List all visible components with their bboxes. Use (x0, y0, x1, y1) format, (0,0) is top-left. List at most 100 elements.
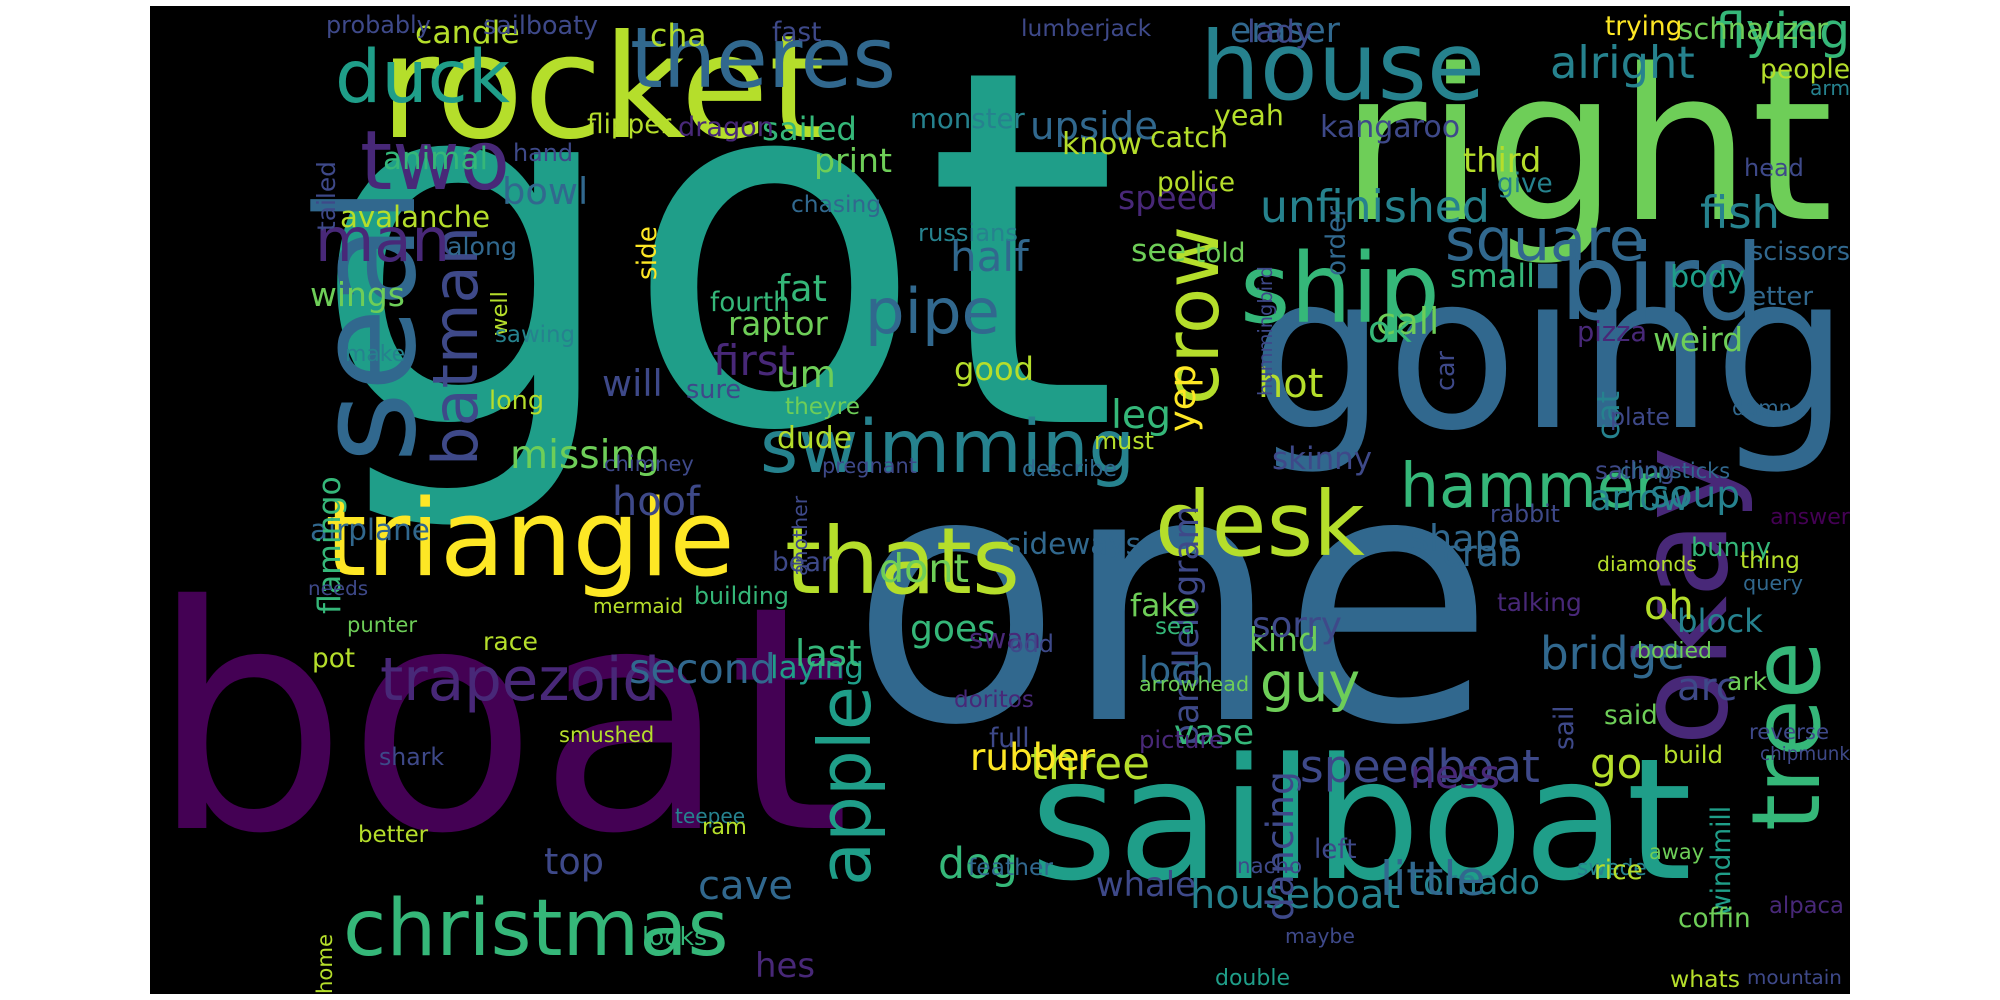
word-hot: hot (1258, 361, 1324, 407)
word-avalanche: avalanche (340, 200, 491, 234)
word-triangle: triangle (325, 477, 735, 601)
word-order: order (1322, 205, 1352, 276)
word-damn: damn (1732, 396, 1792, 420)
word-hes: hes (755, 946, 815, 985)
word-shark: shark (379, 743, 445, 771)
word-dancing: dancing (1258, 771, 1302, 921)
word-hammer: hammer (1400, 450, 1660, 522)
word-sorry: sorry (1252, 605, 1342, 646)
word-swede: swede (1577, 856, 1647, 881)
word-bridge: bridge (1540, 627, 1685, 680)
word-nacho: nacho (1237, 854, 1303, 879)
word-theres: theres (630, 9, 896, 107)
word-crab: crab (1442, 532, 1522, 575)
word-body: body (1670, 260, 1745, 295)
word-um: um (776, 352, 836, 396)
word-top: top (544, 840, 604, 883)
word-chopsticks: chopsticks (1620, 459, 1731, 483)
word-sideways: sideways (1006, 527, 1141, 561)
word-know: know (1062, 127, 1143, 162)
word-home: home (312, 933, 337, 994)
word-sawing: sawing (495, 322, 576, 348)
word-alright: alright (1550, 37, 1695, 89)
word-got: got (310, 6, 1119, 539)
word-trapezoid: trapezoid (380, 646, 661, 715)
word-thats: thats (785, 508, 1021, 615)
word-bodied: bodied (1637, 639, 1713, 664)
word-make: make (345, 342, 406, 367)
word-three: three (1030, 737, 1151, 790)
word-go: go (1590, 739, 1643, 788)
word-answer: answer (1770, 504, 1850, 530)
word-probably: probably (326, 11, 431, 39)
word-speed: speed (1118, 178, 1218, 217)
word-duck: duck (335, 35, 511, 120)
word-goes: goes (910, 608, 996, 650)
word-fake: fake (1130, 588, 1197, 624)
word-feather: feather (968, 853, 1053, 881)
word-flipper: flipper (587, 110, 672, 140)
word-left: left (1314, 835, 1357, 865)
word-going: going (1250, 228, 1850, 478)
word-dog: dog (938, 840, 1018, 889)
word-picture: picture (1139, 725, 1224, 754)
word-trying: trying (1605, 12, 1683, 42)
word-man: man (315, 206, 451, 276)
word-lady: lady (1247, 14, 1314, 50)
word-fat: fat (777, 267, 827, 310)
word-pot: pot (312, 644, 356, 674)
word-needs: needs (308, 577, 369, 600)
word-people: people (1760, 54, 1850, 85)
word-dude: dude (777, 421, 853, 456)
word-catch: catch (1150, 121, 1229, 154)
word-laying: laying (770, 650, 864, 686)
word-double: double (1215, 966, 1290, 991)
word-leg: leg (1111, 393, 1172, 438)
word-loch: loch (1139, 649, 1215, 692)
word-candle: candle (415, 15, 520, 51)
word-plate: plate (1610, 403, 1670, 431)
word-coffin: coffin (1678, 904, 1751, 934)
word-cloud: got boat one right going sailboat rocket okay tr… (150, 6, 1850, 994)
word-arm: arm (1810, 76, 1850, 100)
word-half: half (950, 232, 1029, 281)
word-unfinished: unfinished (1260, 182, 1490, 233)
word-weird: weird (1653, 320, 1744, 359)
word-letter: letter (1743, 282, 1813, 312)
word-hummingbird: hummingbird (1254, 265, 1277, 396)
word-cave: cave (698, 863, 793, 909)
word-punter: punter (347, 612, 418, 637)
word-will: will (602, 362, 663, 405)
word-tailed: tailed (312, 160, 341, 231)
word-looks: looks (642, 922, 708, 951)
word-mountain: mountain (1747, 966, 1842, 989)
word-whats: whats (1670, 965, 1740, 993)
word-told: told (1195, 239, 1246, 269)
word-give: give (1497, 169, 1553, 199)
word-first: first (713, 336, 796, 385)
word-pizza: pizza (1577, 317, 1648, 348)
word-kind: kind (1249, 620, 1319, 659)
word-good: good (954, 350, 1034, 388)
word-desk: desk (1155, 473, 1365, 577)
word-building: building (694, 582, 789, 610)
word-sail: sail (1550, 705, 1580, 751)
word-one: one (850, 397, 1495, 801)
word-house: house (1200, 12, 1485, 122)
word-second: second (629, 645, 776, 693)
word-must: must (1094, 427, 1154, 455)
word-ark: ark (1727, 667, 1768, 696)
word-bear: bear (772, 548, 832, 578)
word-hand: hand (513, 139, 574, 167)
word-bird: bird (1560, 222, 1764, 344)
word-arrowhead: arrowhead (1139, 672, 1250, 696)
word-smushed: smushed (559, 723, 655, 747)
word-monster: monster (910, 102, 1025, 135)
word-dont: dont (879, 546, 969, 592)
word-fish: fish (1700, 186, 1780, 239)
word-shape: shape (1410, 517, 1521, 560)
word-theyre: theyre (785, 393, 861, 420)
word-along: along (447, 232, 518, 261)
word-sailboaty: sailboaty (483, 10, 599, 40)
word-fourth: fourth (710, 288, 790, 318)
